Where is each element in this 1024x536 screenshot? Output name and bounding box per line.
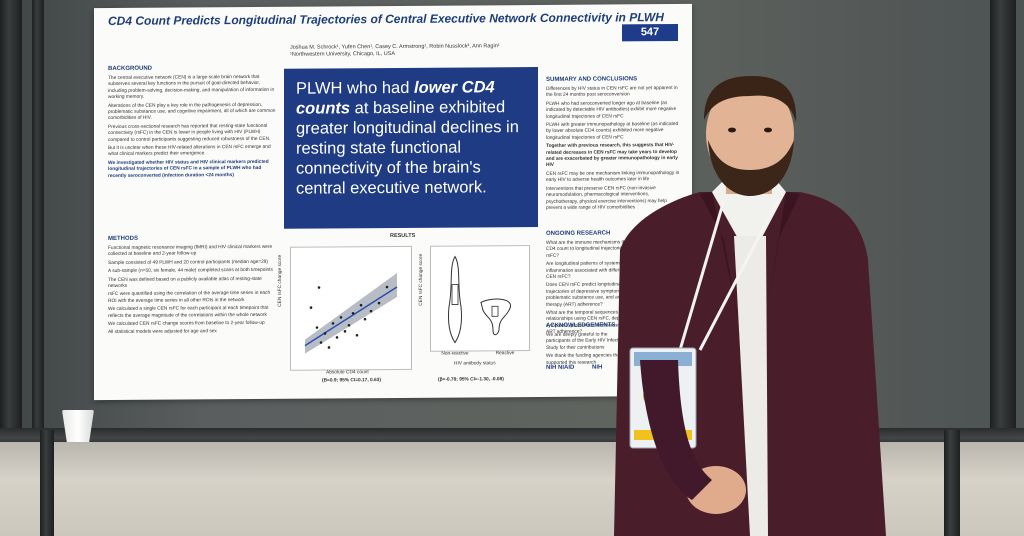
white-shirt	[712, 180, 786, 260]
methods-text: Functional magnetic resonance imaging (f…	[108, 245, 276, 337]
violin-nonreactive	[448, 255, 462, 344]
violin-plot-svg	[448, 255, 512, 344]
bullet: We investigated whether HIV status and H…	[108, 159, 269, 179]
plot1-ylabel: CEN rsFC change score	[278, 254, 283, 307]
beard	[708, 140, 794, 196]
bullet: All statistical models were adjusted for…	[108, 329, 217, 336]
nih-niaid-logo: NIH NIAID	[546, 364, 575, 371]
callout-pre: PLWH who had	[296, 78, 414, 98]
bullet: Sample consisted of 49 PLWH and 20 contr…	[108, 259, 269, 266]
bullet: The CEN was defined based on a publicly …	[108, 276, 262, 290]
frame-rail-left-inner	[32, 0, 44, 536]
face	[706, 80, 794, 188]
box-nonreactive	[451, 284, 459, 305]
scatter-plot-svg	[304, 272, 398, 354]
scatter-plot	[290, 245, 412, 371]
lapel-right	[766, 192, 800, 320]
plot2-cat1: Non-reactive	[441, 351, 469, 357]
paper-cup	[62, 410, 94, 442]
plot2-ylabel: CEN rsFC change score	[419, 253, 424, 306]
research-poster: CD4 Count Predicts Longitudinal Trajecto…	[94, 3, 692, 401]
bullet: We calculated CEN rsFC change scores fro…	[108, 320, 265, 328]
box-reactive	[491, 305, 499, 317]
regression-line	[304, 286, 398, 347]
plot2-xlabel: HIV antibody status	[454, 361, 496, 367]
lanyard	[678, 199, 780, 351]
affiliation: ¹Northwestern University, Chicago, IL, U…	[290, 50, 396, 58]
bullet: Alterations of the CEN play a key role i…	[108, 102, 276, 122]
plot1-xlabel: Absolute CD4 count	[326, 370, 369, 376]
bullet: But it is unclear when these HIV-related…	[108, 144, 271, 158]
key-finding-callout: PLWH who had lower CD4 counts at baselin…	[284, 66, 538, 229]
bullet: rsFC were quantified using the correlati…	[108, 291, 271, 304]
frame-leg-right	[944, 430, 960, 536]
confidence-band	[305, 272, 397, 354]
presenter-person	[614, 76, 886, 536]
poster-title: CD4 Count Predicts Longitudinal Trajecto…	[108, 10, 664, 28]
frame-rail-left	[0, 0, 22, 536]
poster-number-badge: 547	[622, 24, 678, 42]
hair	[704, 76, 797, 122]
right-eye	[764, 127, 772, 133]
poster-authors: Joshua M. Schrock¹, Yufen Chen¹, Casey C…	[290, 43, 590, 59]
bullet: The central executive network (CEN) is a…	[108, 74, 275, 101]
violin-reactive	[480, 298, 512, 336]
violin-plot	[430, 245, 530, 352]
bullet: A sub-sample (n=50, six female, 44 male)…	[108, 268, 273, 275]
background-heading: BACKGROUND	[108, 65, 152, 72]
bullet: Functional magnetic resonance imaging (f…	[108, 244, 273, 258]
bullet: Previous cross-sectional research has re…	[108, 123, 271, 143]
bullet: We calculated a single CEN rsFC for each…	[108, 306, 269, 319]
frame-leg-left	[40, 430, 54, 536]
plot2-caption: (β=-0.78; 95% CI=-1.30, -0.08)	[438, 377, 504, 383]
plot1-caption: (B=0.9; 95% CI=0.17, 0.63)	[322, 378, 381, 384]
methods-heading: METHODS	[108, 235, 138, 242]
scatter-points	[309, 285, 389, 349]
results-heading: RESULTS	[390, 232, 416, 240]
shirt-front	[734, 236, 768, 536]
left-sleeve	[640, 360, 712, 500]
left-eye	[728, 127, 736, 133]
plot2-cat2: Reactive	[495, 351, 515, 357]
background-text: The central executive network (CEN) is a…	[108, 75, 276, 180]
